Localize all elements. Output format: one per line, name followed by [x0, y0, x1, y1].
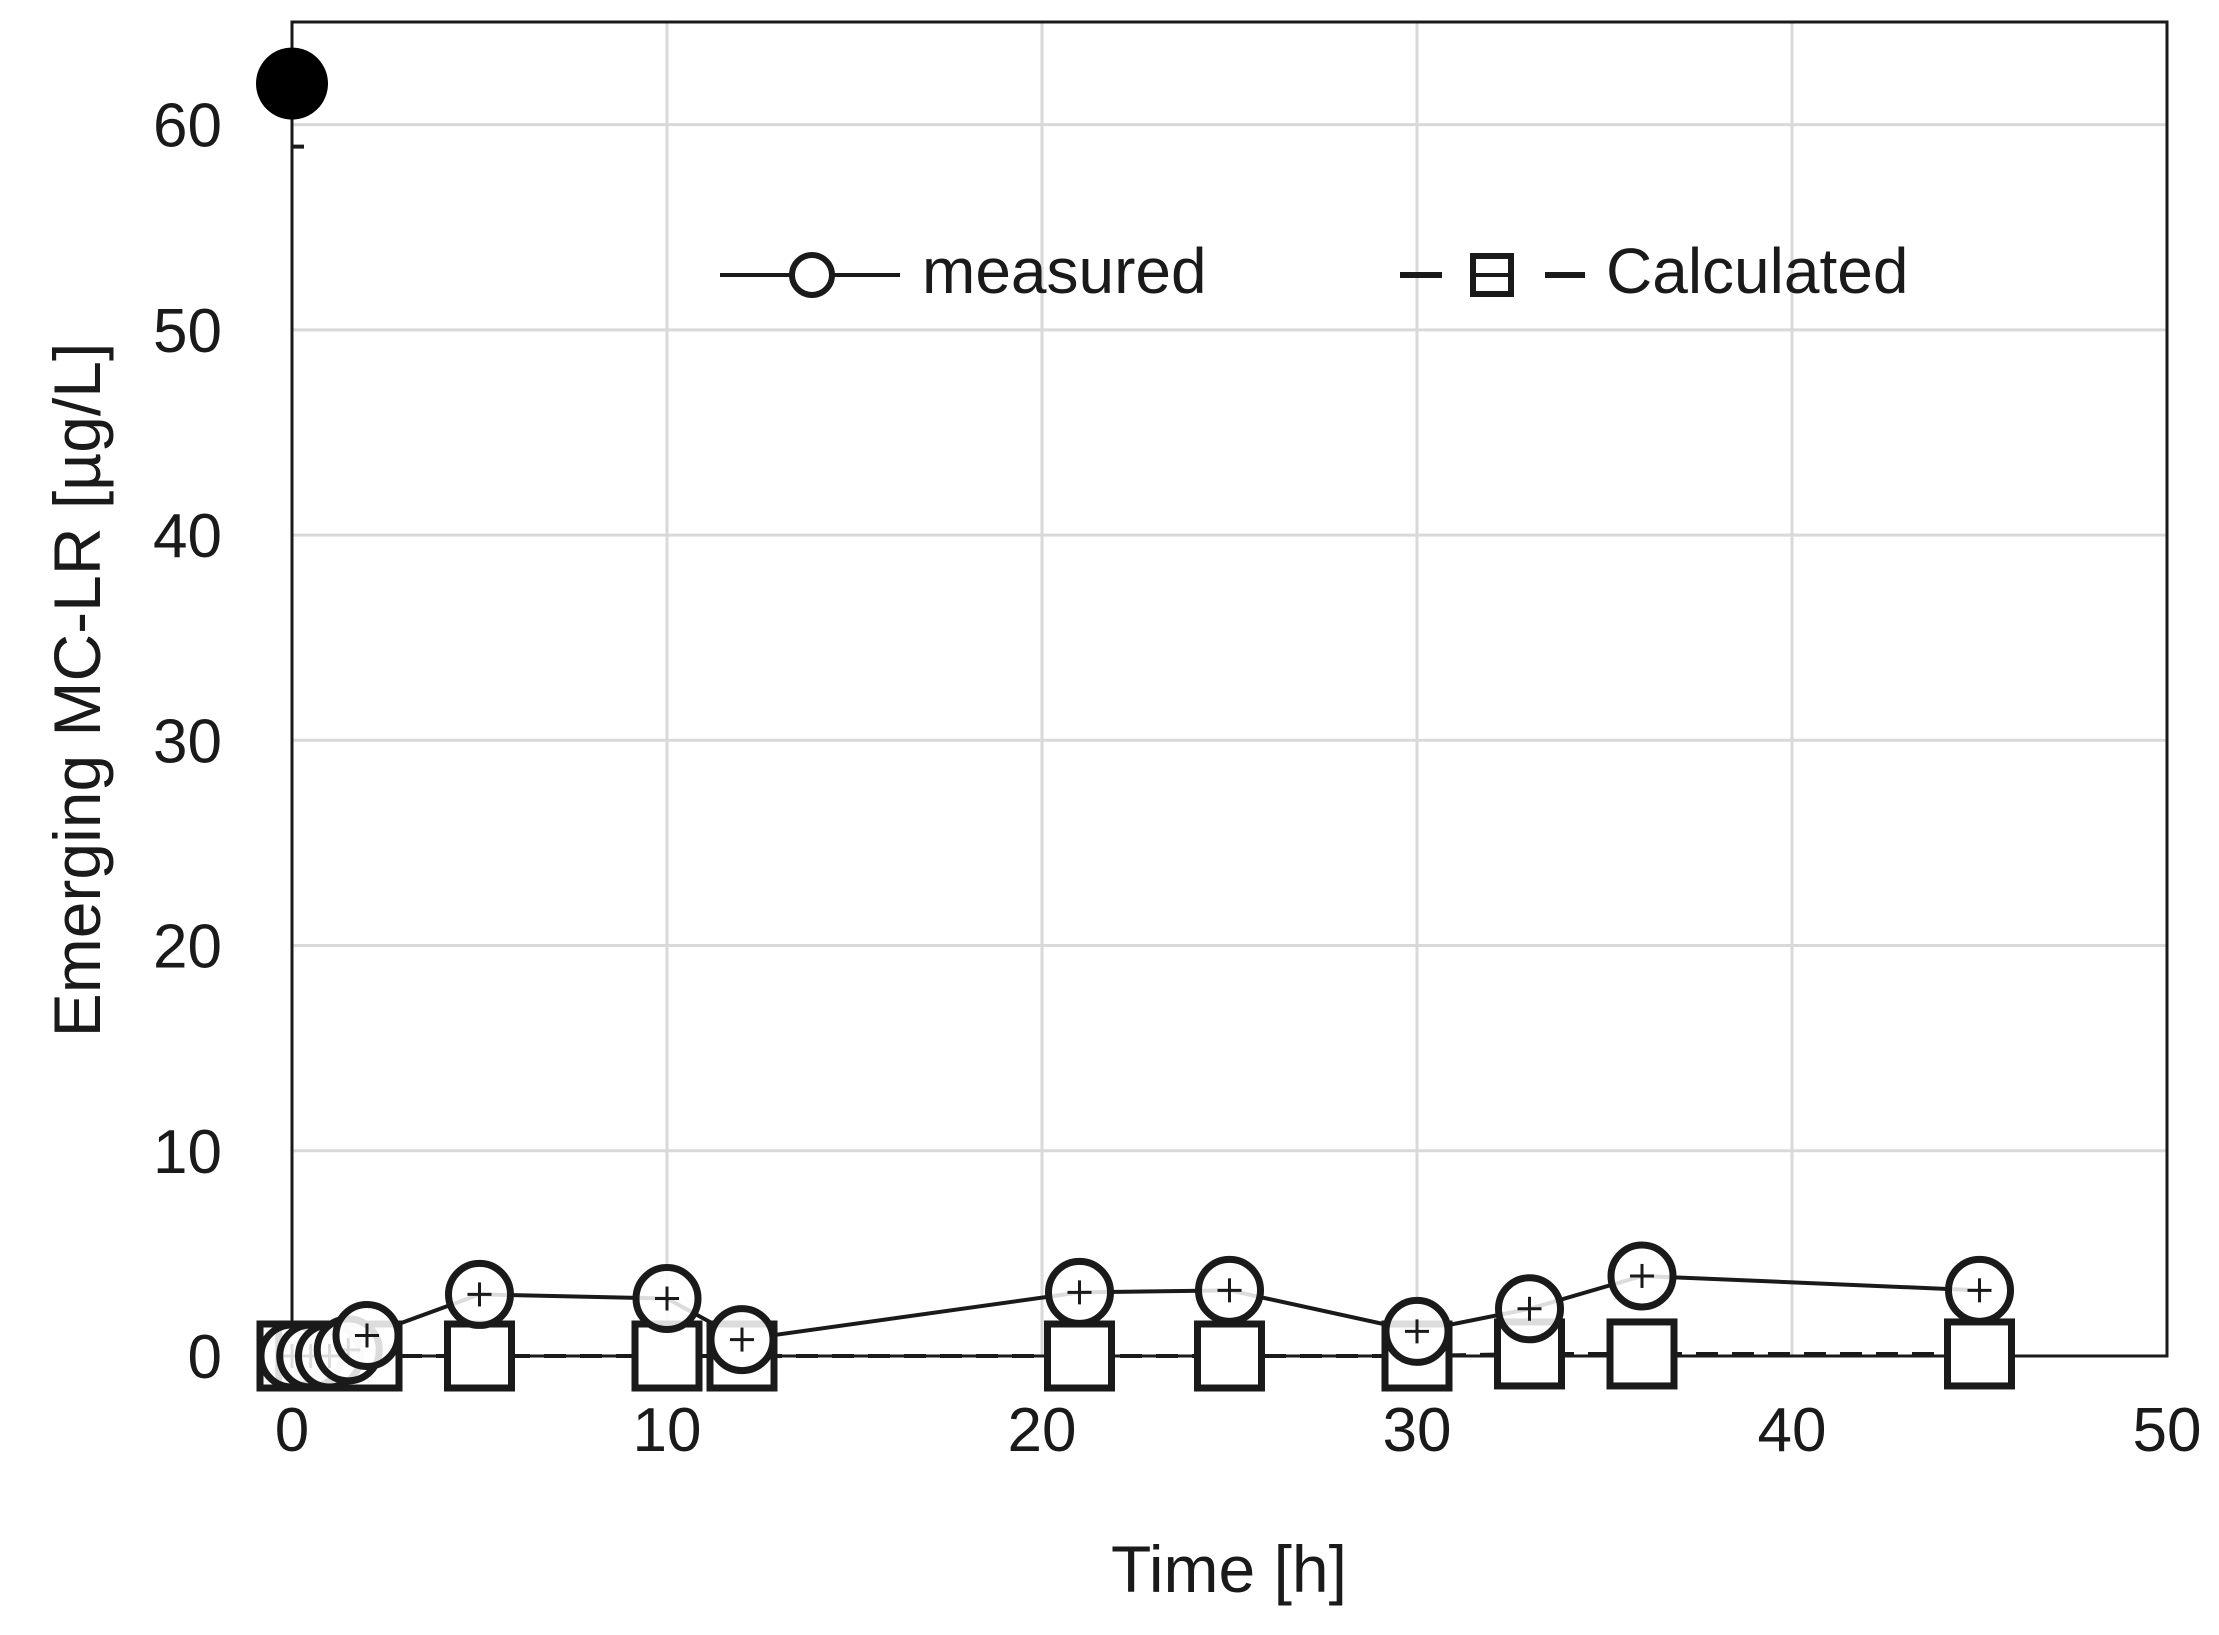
x-tick-label: 50 — [2133, 1396, 2202, 1465]
legend: measured Calculated — [720, 235, 1908, 307]
y-axis-title: Emerging MC-LR [µg/L] — [40, 343, 114, 1038]
initial-concentration-point — [256, 47, 328, 120]
calculated-marker — [1044, 1320, 1115, 1392]
y-tick-label: 50 — [153, 297, 222, 366]
x-tick-label: 20 — [1008, 1396, 1077, 1465]
y-tick-label: 30 — [153, 707, 222, 776]
y-tick-label: 40 — [153, 502, 222, 571]
x-tick-label: 10 — [633, 1396, 702, 1465]
y-tick-label: 10 — [153, 1118, 222, 1187]
x-tick-label: 40 — [1758, 1396, 1827, 1465]
calculated-marker — [1194, 1320, 1265, 1392]
calculated-marker — [1606, 1318, 1678, 1390]
series-line-measured — [292, 1273, 1980, 1358]
y-tick-label: 0 — [188, 1323, 222, 1392]
axes: 0 10 20 30 40 50 0 10 20 30 40 50 60 — [153, 92, 2201, 1465]
series — [256, 47, 2015, 1392]
legend-measured-label: measured — [922, 235, 1207, 307]
calculated-marker — [1944, 1318, 2015, 1390]
calculated-marker — [631, 1320, 703, 1392]
x-tick-label: 0 — [275, 1396, 309, 1465]
grid — [292, 22, 2167, 1356]
y-tick-label: 60 — [153, 92, 222, 161]
x-axis-title: Time [h] — [1111, 1532, 1347, 1606]
legend-calculated-label: Calculated — [1606, 235, 1908, 307]
plot-area-frame — [290, 20, 2169, 1358]
y-tick-label: 20 — [153, 913, 222, 982]
calculated-marker — [444, 1320, 515, 1392]
legend-measured-marker — [789, 252, 835, 298]
x-tick-label: 30 — [1383, 1396, 1452, 1465]
